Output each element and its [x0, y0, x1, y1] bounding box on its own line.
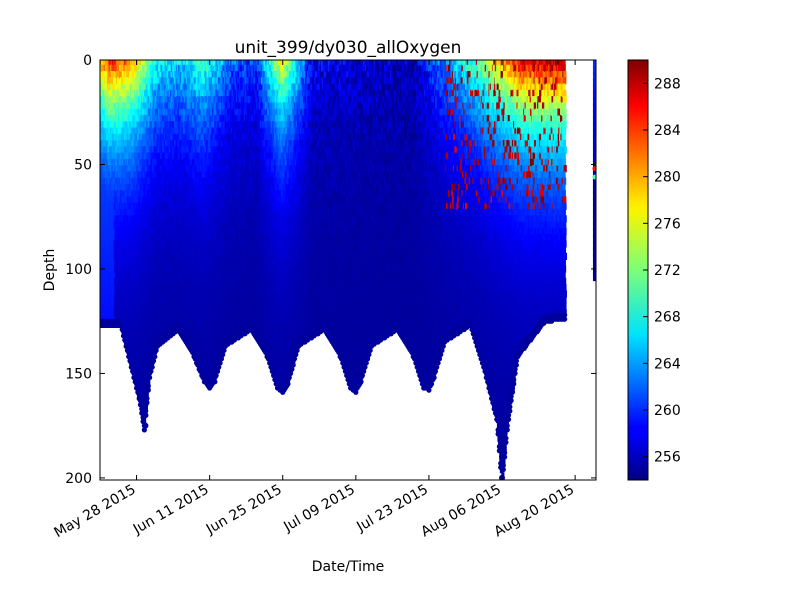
data-point	[162, 165, 165, 172]
chart-title: unit_399/dy030_allOxygen	[235, 38, 462, 58]
oxygen-depth-chart: unit_399/dy030_allOxygen 050100150200 Ma…	[0, 0, 800, 600]
data-point	[130, 290, 133, 297]
data-point	[120, 253, 123, 260]
data-point	[147, 375, 152, 380]
plot-area	[97, 59, 597, 487]
data-point	[150, 365, 155, 370]
data-point	[123, 228, 126, 235]
data-point	[116, 297, 119, 304]
data-point	[152, 354, 157, 359]
